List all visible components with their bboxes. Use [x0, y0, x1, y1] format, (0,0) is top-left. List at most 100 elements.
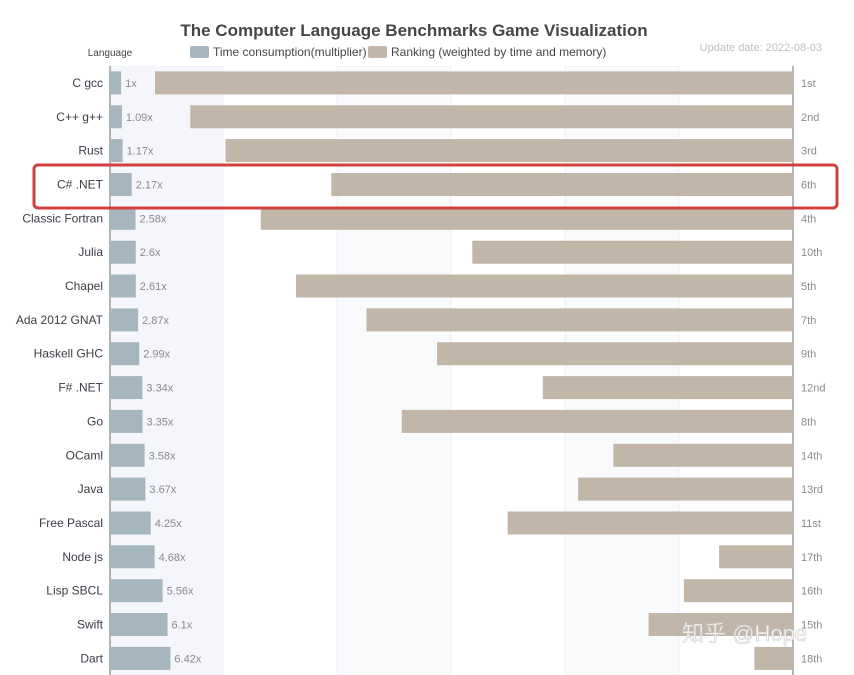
ranking-bar: [296, 274, 793, 298]
time-bar: [110, 376, 143, 400]
rank-label: 17th: [801, 552, 822, 564]
ranking-bar: [225, 139, 793, 163]
time-bar: [110, 308, 139, 332]
multiplier-label: 2.61x: [140, 281, 167, 293]
language-label: Julia: [78, 245, 103, 259]
legend-label-time: Time consumption(multiplier): [213, 45, 367, 59]
legend: Time consumption(multiplier) Ranking (we…: [190, 45, 606, 59]
time-bar: [110, 173, 132, 196]
language-label: C gcc: [72, 76, 103, 90]
time-bar: [110, 646, 171, 670]
band: [337, 66, 451, 675]
ranking-bar: [366, 308, 793, 332]
rank-label: 14th: [801, 450, 822, 462]
multiplier-label: 4.68x: [159, 552, 186, 564]
language-label: Node js: [62, 550, 103, 564]
language-label: Dart: [80, 651, 103, 665]
language-label: C++ g++: [56, 110, 103, 124]
language-label: F# .NET: [58, 381, 103, 395]
language-label: Classic Fortran: [22, 211, 103, 225]
multiplier-label: 2.17x: [136, 180, 163, 192]
time-bar: [110, 613, 168, 636]
rank-label: 6th: [801, 180, 816, 192]
rank-label: 5th: [801, 281, 816, 293]
time-bar: [110, 139, 123, 163]
ranking-bar: [401, 409, 793, 433]
multiplier-label: 2.87x: [142, 315, 169, 327]
time-bar: [110, 409, 143, 433]
rank-label: 10th: [801, 247, 822, 259]
ranking-bar: [472, 240, 793, 264]
language-label: Rust: [78, 144, 103, 158]
ranking-bar: [578, 477, 793, 501]
ranking-bar: [754, 646, 793, 670]
multiplier-label: 1x: [125, 78, 137, 90]
rank-label: 7th: [801, 315, 816, 327]
time-bar: [110, 511, 151, 535]
ranking-bar: [155, 71, 793, 95]
language-label: Haskell GHC: [34, 347, 104, 361]
multiplier-label: 1.09x: [126, 112, 153, 124]
axis-label: Language: [88, 48, 133, 59]
rank-label: 18th: [801, 653, 822, 665]
update-date: Update date: 2022-08-03: [700, 42, 822, 54]
rank-label: 4th: [801, 213, 816, 225]
chart-title: The Computer Language Benchmarks Game Vi…: [180, 21, 647, 40]
rank-label: 12nd: [801, 383, 825, 395]
multiplier-label: 3.35x: [147, 416, 174, 428]
background-bands: [110, 66, 680, 675]
multiplier-label: 2.99x: [143, 349, 170, 361]
multiplier-label: 2.58x: [140, 213, 167, 225]
language-label: OCaml: [66, 448, 103, 462]
rank-label: 3rd: [801, 146, 817, 158]
ranking-bar: [331, 173, 793, 196]
ranking-bar: [437, 342, 793, 366]
ranking-bar: [719, 545, 793, 569]
rank-label: 1st: [801, 78, 816, 90]
rank-label: 15th: [801, 620, 822, 632]
time-bar: [110, 342, 140, 366]
ranking-bar: [613, 443, 793, 467]
multiplier-label: 2.6x: [140, 247, 161, 259]
ranking-bar: [190, 105, 794, 129]
rank-label: 13rd: [801, 484, 823, 496]
multiplier-label: 6.1x: [172, 620, 193, 632]
multiplier-label: 1.17x: [127, 146, 154, 158]
time-bar: [110, 579, 163, 603]
band: [565, 66, 679, 675]
band: [110, 66, 223, 675]
watermark: 知乎 @Hope: [682, 621, 807, 646]
language-label: Go: [87, 414, 103, 428]
legend-swatch-time: [190, 46, 209, 58]
ranking-bar: [648, 613, 793, 636]
multiplier-label: 3.58x: [149, 450, 176, 462]
language-label: Java: [78, 482, 104, 496]
multiplier-label: 3.34x: [146, 383, 173, 395]
rank-label: 9th: [801, 349, 816, 361]
multiplier-label: 6.42x: [174, 653, 201, 665]
language-label: Free Pascal: [39, 516, 103, 530]
time-bar: [110, 443, 145, 467]
time-bar: [110, 105, 122, 129]
ranking-bar: [683, 579, 793, 603]
legend-swatch-ranking: [368, 46, 387, 58]
multiplier-label: 4.25x: [155, 518, 182, 530]
ranking-bar: [507, 511, 793, 535]
multiplier-label: 3.67x: [149, 484, 176, 496]
rows: C gcc 1x 1st C++ g++ 1.09x 2nd Rust 1.17x 3rd C# …: [16, 71, 825, 670]
highlight-box: [32, 163, 839, 210]
ranking-bar: [260, 206, 793, 230]
multiplier-label: 5.56x: [167, 586, 194, 598]
legend-label-ranking: Ranking (weighted by time and memory): [391, 45, 606, 59]
time-bar: [110, 240, 136, 264]
time-bar: [110, 71, 122, 95]
time-bar: [110, 477, 146, 501]
language-label: Swift: [77, 618, 104, 632]
ranking-bar: [542, 376, 793, 400]
language-label: Ada 2012 GNAT: [16, 313, 104, 327]
rank-label: 11st: [801, 518, 821, 530]
language-label: Chapel: [65, 279, 103, 293]
rank-label: 8th: [801, 416, 816, 428]
rank-label: 16th: [801, 586, 822, 598]
